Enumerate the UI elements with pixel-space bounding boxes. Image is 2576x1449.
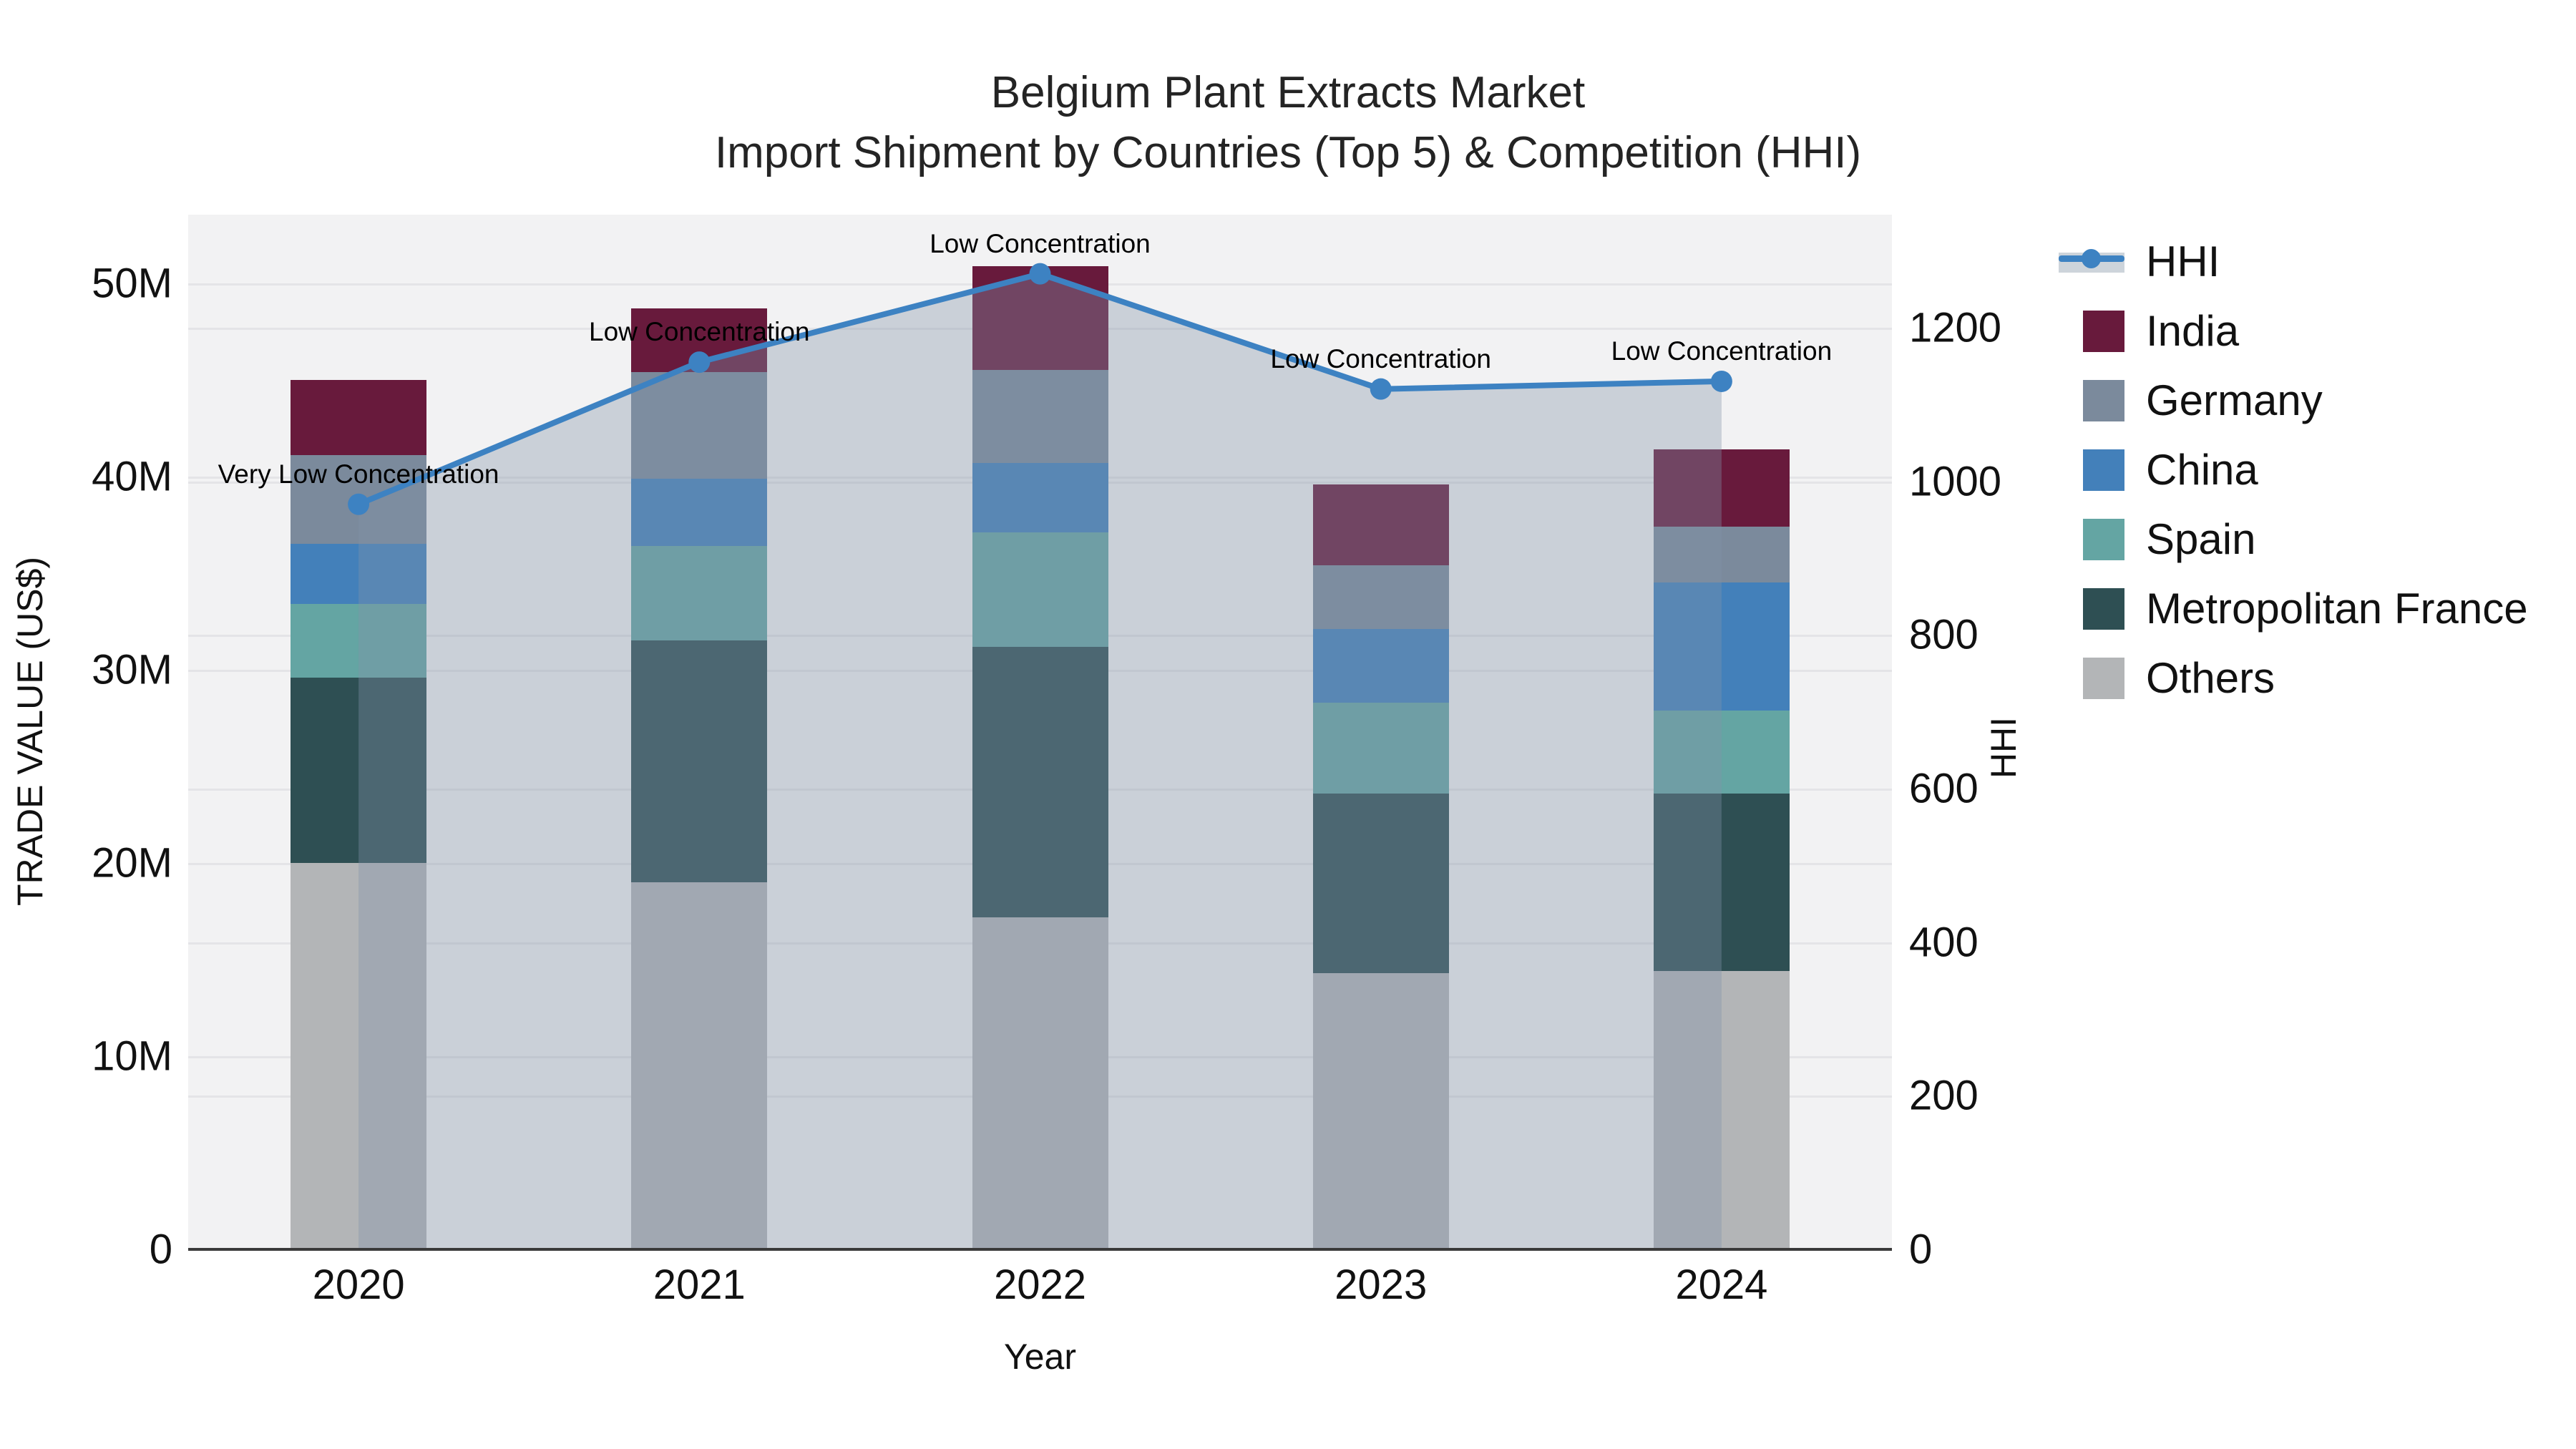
bar-2022 — [972, 215, 1108, 1249]
left-tick-40M: 40M — [92, 453, 172, 500]
legend-label: Germany — [2146, 376, 2323, 424]
legend-label: HHI — [2146, 238, 2220, 286]
bar-segment-spain-2021[interactable] — [631, 546, 768, 641]
annotation-2021: Low Concentration — [589, 317, 810, 347]
hhi-marker-2024[interactable] — [1710, 370, 1732, 392]
legend-swatch-china — [2083, 449, 2124, 491]
legend-swatch-india — [2083, 311, 2124, 352]
legend-item-metropolitan-france[interactable]: Metropolitan France — [2059, 583, 2528, 635]
bar-segment-germany-2023[interactable] — [1312, 565, 1449, 630]
bar-segment-india-2024[interactable] — [1653, 449, 1790, 527]
hhi-legend-glyph — [2059, 241, 2124, 283]
bar-segment-germany-2024[interactable] — [1653, 527, 1790, 583]
x-tick-2020: 2020 — [312, 1262, 405, 1308]
chart-title: Belgium Plant Extracts Market Import Shi… — [0, 63, 2576, 183]
legend-swatch-others — [2083, 658, 2124, 699]
chart-title-line1: Belgium Plant Extracts Market — [990, 68, 1586, 117]
hhi-line-layer — [188, 215, 1892, 1249]
annotation-2023: Low Concentration — [1270, 343, 1491, 374]
legend-label: Others — [2146, 654, 2275, 702]
right-tick-200: 200 — [1909, 1072, 1979, 1119]
legend-item-others[interactable]: Others — [2059, 653, 2275, 704]
bar-segment-india-2020[interactable] — [291, 379, 427, 456]
x-tick-2021: 2021 — [653, 1262, 746, 1308]
bar-segment-others-2021[interactable] — [631, 882, 768, 1249]
legend-item-india[interactable]: India — [2059, 306, 2239, 357]
bar-segment-india-2023[interactable] — [1312, 484, 1449, 566]
bar-segment-metropolitan-france-2023[interactable] — [1312, 793, 1449, 973]
bar-segment-spain-2024[interactable] — [1653, 710, 1790, 794]
bar-segment-metropolitan-france-2022[interactable] — [972, 646, 1108, 917]
x-tick-2023: 2023 — [1335, 1262, 1428, 1308]
legend-label: Metropolitan France — [2146, 585, 2528, 633]
right-tick-800: 800 — [1909, 611, 1979, 658]
annotation-2020: Very Low Concentration — [218, 459, 499, 489]
x-tick-2022: 2022 — [993, 1262, 1087, 1308]
left-tick-20M: 20M — [92, 839, 172, 887]
legend-item-germany[interactable]: Germany — [2059, 375, 2323, 426]
right-tick-0: 0 — [1909, 1226, 1933, 1273]
hhi-marker-2023[interactable] — [1370, 378, 1392, 400]
chart-title-line2: Import Shipment by Countries (Top 5) & C… — [714, 128, 1862, 177]
legend-swatch-germany — [2083, 380, 2124, 421]
x-axis-title: Year — [1003, 1337, 1077, 1377]
bar-segment-germany-2022[interactable] — [972, 370, 1108, 463]
bar-segment-metropolitan-france-2021[interactable] — [631, 640, 768, 882]
bar-segment-others-2020[interactable] — [291, 862, 427, 1249]
right-tick-1200: 1200 — [1909, 304, 2002, 351]
legend-item-spain[interactable]: Spain — [2059, 514, 2255, 565]
legend-label: Spain — [2146, 515, 2256, 563]
left-tick-30M: 30M — [92, 646, 172, 693]
bar-segment-metropolitan-france-2024[interactable] — [1653, 793, 1790, 972]
bar-segment-china-2021[interactable] — [631, 478, 768, 547]
annotation-2024: Low Concentration — [1611, 336, 1833, 366]
bar-segment-china-2020[interactable] — [291, 544, 427, 605]
bar-segment-others-2024[interactable] — [1653, 971, 1790, 1249]
hhi-area-fill — [358, 273, 1722, 1249]
left-tick-50M: 50M — [92, 260, 172, 307]
right-tick-1000: 1000 — [1909, 458, 2002, 504]
bar-segment-metropolitan-france-2020[interactable] — [291, 677, 427, 863]
bar-segment-others-2022[interactable] — [972, 917, 1108, 1249]
hhi-marker-2021[interactable] — [688, 351, 711, 374]
bar-segment-china-2023[interactable] — [1312, 629, 1449, 703]
legend-label: China — [2146, 446, 2258, 494]
bar-segment-spain-2020[interactable] — [291, 604, 427, 678]
bar-2024 — [1653, 215, 1790, 1249]
bar-2020 — [291, 215, 427, 1249]
legend-item-hhi[interactable]: HHI — [2059, 236, 2220, 288]
bar-2023 — [1312, 215, 1449, 1249]
left-axis-title: TRADE VALUE (US$) — [10, 556, 50, 907]
right-tick-400: 400 — [1909, 919, 1979, 966]
left-tick-0: 0 — [149, 1226, 172, 1273]
hhi-marker-2022[interactable] — [1029, 263, 1051, 285]
bar-segment-spain-2023[interactable] — [1312, 702, 1449, 794]
x-axis-line — [188, 1248, 1892, 1251]
x-tick-2024: 2024 — [1675, 1262, 1768, 1308]
bar-segment-china-2024[interactable] — [1653, 582, 1790, 711]
bar-segment-others-2023[interactable] — [1312, 972, 1449, 1249]
left-tick-10M: 10M — [92, 1033, 172, 1080]
legend-swatch-spain — [2083, 519, 2124, 560]
bar-2021 — [631, 215, 768, 1249]
right-axis-title: HHI — [1984, 716, 2024, 779]
legend-item-china[interactable]: China — [2059, 444, 2258, 496]
legend-label: India — [2146, 307, 2240, 355]
hhi-marker-2020[interactable] — [348, 493, 370, 515]
legend-swatch-metropolitan-france — [2083, 588, 2124, 630]
bar-segment-spain-2022[interactable] — [972, 532, 1108, 647]
right-tick-600: 600 — [1909, 765, 1979, 812]
bar-segment-china-2022[interactable] — [972, 462, 1108, 533]
bar-segment-germany-2021[interactable] — [631, 372, 768, 479]
hhi-legend-marker — [2082, 249, 2101, 268]
annotation-2022: Low Concentration — [930, 228, 1151, 258]
